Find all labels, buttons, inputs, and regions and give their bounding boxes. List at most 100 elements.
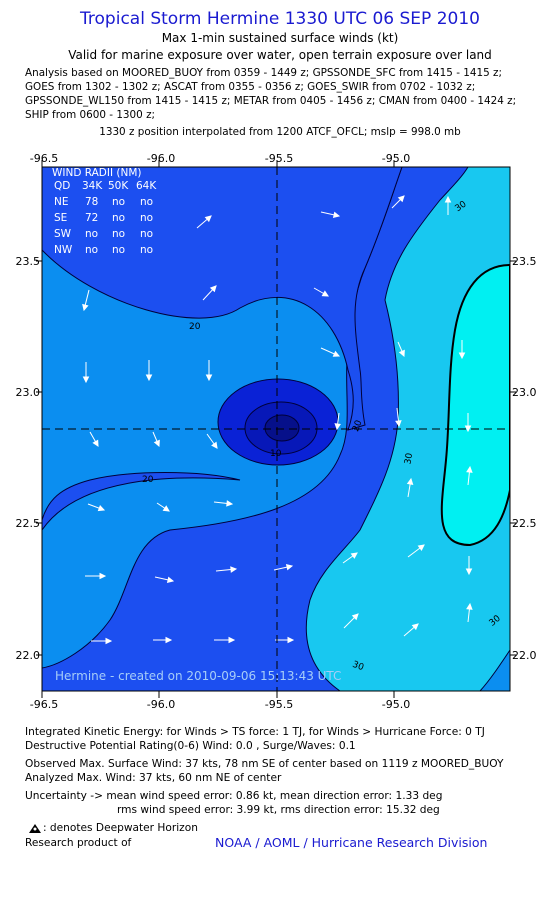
wind-arrow-head [351,613,359,621]
contour-labels: 30 20 20 30 20 10 30 30 [142,199,503,673]
lat-tick-label: 22.5 [16,517,41,530]
wind-radii-cell: no [85,244,98,256]
band-10-20-west [42,472,241,531]
wind-radii-cell: NE [54,196,69,208]
wind-radii-cell: SW [54,228,72,240]
lon-tick-label: -95.5 [265,152,293,165]
wind-radii-cell: NW [54,244,73,256]
contour-label: 20 [142,475,154,485]
lon-tick-label: -96.0 [147,152,175,165]
wind-arrow-head [464,425,472,433]
wind-arrow-head [205,374,213,382]
wind-arrow-head [406,477,414,485]
lat-tick-label: 23.5 [16,255,41,268]
wind-arrow-head [397,195,405,203]
map-subtitle-2: Valid for marine exposure over water, op… [68,48,492,62]
band-40-plus [440,263,510,547]
analysis-line-4: SHIP from 0600 - 1300 z; [25,109,156,121]
plot-frame [41,166,511,692]
lat-tick-label: 22.0 [512,649,537,662]
position-note: 1330 z position interpolated from 1200 A… [99,126,461,138]
wind-radii-header: QD [54,180,70,192]
wind-arrow-head [92,439,99,447]
lon-tick-label: -96.5 [30,152,58,165]
wind-arrow-head [228,636,236,644]
wind-arrow-head [350,552,358,559]
wind-arrow-head [332,211,341,219]
deepwater-legend: : denotes Deepwater Horizon [43,822,198,834]
lat-ticks-right: 23.5 23.0 22.5 22.0 [512,255,537,662]
wind-radii-cell: no [140,212,153,224]
wind-arrow-head [287,636,295,644]
wind-radii-cell: no [140,196,153,208]
lat-ticks-left: 23.5 23.0 22.5 22.0 [16,255,41,662]
wind-arrow-head [458,352,466,360]
wind-arrow-head [465,568,473,576]
created-timestamp: Hermine - created on 2010-09-06 15:13:43… [55,669,341,683]
axis-ticks [36,160,516,698]
research-label: Research product of [25,837,132,849]
crosshair [42,167,510,691]
contour-label: 10 [270,449,282,459]
core-band-inner [264,414,300,442]
contour-label: 20 [189,322,201,332]
contour-label: 30 [403,452,415,465]
wind-radii-header: 50K [108,180,129,192]
dpr-line: Destructive Potential Rating(0-6) Wind: … [25,740,356,752]
wind-radii-title: WIND RADII (NM) [52,167,142,179]
wind-arrow-head [226,500,234,507]
wind-radii-cell: no [112,228,125,240]
analyzed-max-wind: Analyzed Max. Wind: 37 kts, 60 nm NE of … [25,772,282,784]
wind-arrow-head [398,349,405,358]
wind-arrow-head [411,623,419,631]
uncertainty-line-2: rms wind speed error: 3.99 kt, rms direc… [117,804,440,816]
wind-arrow-head [162,505,170,512]
wind-arrow-head [466,602,473,610]
analysis-line-1: Analysis based on MOORED_BUOY from 0359 … [25,67,502,79]
wind-radii-cell: no [85,228,98,240]
lat-tick-label: 22.0 [16,649,41,662]
lat-tick-label: 22.5 [512,517,537,530]
wind-arrow-head [230,566,238,573]
wind-arrow-head [204,215,212,223]
wind-radii-table: WIND RADII (NM) QD 34K 50K 64K NE 78 no … [52,167,157,256]
wind-arrow-head [332,350,341,357]
lon-ticks-bottom: -96.5 -96.0 -95.5 -95.0 [30,698,410,711]
wind-arrow-head [165,636,173,644]
wind-arrow-head [153,439,160,448]
wind-arrow-head [444,195,452,203]
lon-tick-label: -95.0 [382,698,410,711]
contour-label: 20 [351,419,364,433]
wind-radii-header: 34K [82,180,103,192]
wind-arrow-head [321,290,329,297]
analysis-line-2: GOES from 1302 - 1302 z; ASCAT from 0355… [25,81,476,93]
ike-line: Integrated Kinetic Energy: for Winds > T… [25,726,485,738]
wind-arrow-head [209,285,217,293]
lon-ticks-top: -96.5 -96.0 -95.5 -95.0 [30,152,410,165]
wind-arrow-head [466,465,473,473]
contour-label: 30 [351,660,365,673]
wind-arrow-head [166,576,175,584]
band-10-20-north [42,167,403,431]
wind-radii-cell: no [112,244,125,256]
uncertainty-line-1: Uncertainty -> mean wind speed error: 0.… [25,790,443,802]
wind-arrows [82,195,473,645]
lon-tick-label: -96.5 [30,698,58,711]
lat-tick-label: 23.5 [512,255,537,268]
band-20-30-east [479,649,510,691]
wind-radii-cell: SE [54,212,67,224]
lon-tick-label: -95.5 [265,698,293,711]
map-subtitle-1: Max 1-min sustained surface winds (kt) [161,31,399,45]
wind-arrow-head [99,572,107,580]
wind-arrow-head [395,420,402,428]
wind-radii-cell: no [140,244,153,256]
wind-radii-cell: no [140,228,153,240]
wind-arrow-head [82,376,90,384]
map-title: Tropical Storm Hermine 1330 UTC 06 SEP 2… [80,9,480,29]
deepwater-horizon-icon-dot [33,827,37,831]
wind-radii-cell: no [112,196,125,208]
wind-arrow-head [97,504,106,512]
wind-radii-cell: no [112,212,125,224]
noaa-credit-link[interactable]: NOAA / AOML / Hurricane Research Divisio… [215,835,488,850]
wind-arrow-head [334,423,341,431]
